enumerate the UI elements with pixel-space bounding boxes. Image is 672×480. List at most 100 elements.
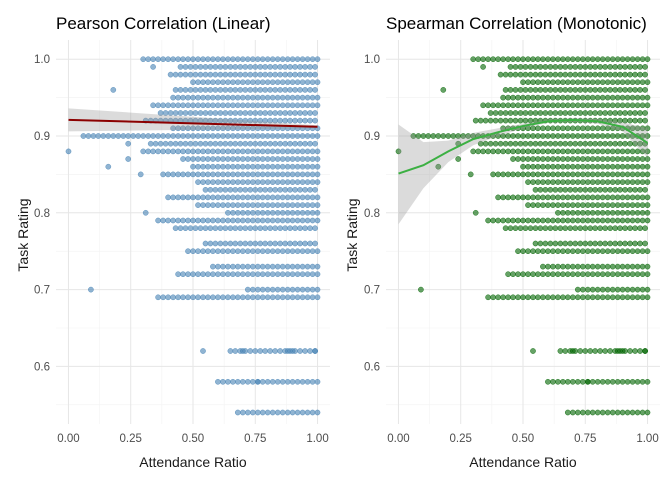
pearson-point-557	[135, 133, 142, 139]
pearson-point-397	[195, 171, 201, 178]
spearman-point-815	[522, 71, 529, 78]
spearman-point-159	[535, 248, 541, 255]
pearson-point-755	[172, 87, 179, 93]
spearman-point-218	[567, 225, 574, 232]
spearman-point-96	[609, 286, 616, 293]
pearson-point-344	[212, 186, 219, 193]
pearson-point-240	[185, 217, 191, 224]
spearman-point-169	[584, 248, 591, 255]
pearson-point-158	[200, 248, 206, 255]
spearman-point-504	[609, 148, 616, 155]
pearson-point-733	[210, 94, 216, 101]
pearson-point-101	[304, 286, 311, 293]
pearson-point-57	[160, 294, 166, 301]
pearson-point-224	[267, 225, 274, 232]
pearson-point-532	[247, 140, 254, 147]
pearson-point-739	[239, 94, 246, 101]
spearman-point-228	[617, 225, 623, 232]
spearman-point-195	[597, 240, 604, 247]
spearman-point-130	[634, 271, 641, 278]
spearman-point-726	[505, 94, 511, 101]
pearson-point-411	[264, 171, 271, 178]
pearson-point-434	[249, 163, 256, 170]
pearson-point-737	[230, 94, 236, 101]
pearson-point-148	[284, 263, 291, 270]
pearson-point-502	[269, 148, 276, 155]
pearson-point-477	[145, 148, 152, 155]
spearman-point-745	[599, 94, 606, 101]
spearman-point-875	[505, 56, 511, 63]
spearman-point-683	[607, 110, 614, 116]
spearman-point-823	[562, 71, 569, 78]
spearman-point-316	[520, 194, 526, 201]
spearman-point-15	[639, 409, 646, 416]
spearman-point-132	[644, 271, 651, 278]
pearson-point-71	[230, 294, 236, 301]
spearman-point-289	[540, 202, 546, 208]
spearman-point-458	[560, 156, 566, 162]
pearson-point-378	[259, 179, 266, 185]
spearman-point-67	[540, 294, 546, 301]
pearson-point-677	[247, 110, 254, 116]
spearman-y-tick-label: 0.8	[364, 208, 380, 220]
spearman-point-45	[592, 348, 599, 354]
pearson-point-127	[289, 271, 296, 278]
pearson-point-531	[242, 140, 249, 147]
spearman-point-632	[512, 117, 519, 124]
pearson-point-751	[299, 94, 306, 101]
spearman-point-431	[564, 163, 571, 170]
spearman-point-834	[617, 71, 623, 78]
pearson-point-568	[190, 133, 196, 139]
spearman-point-677	[577, 110, 584, 116]
spearman-point-199	[617, 240, 623, 247]
pearson-point-561	[155, 133, 161, 139]
spearman-point-866	[637, 64, 643, 70]
spearman-point-750	[624, 94, 631, 101]
pearson-point-762	[207, 87, 214, 93]
pearson-point-797	[254, 79, 261, 86]
spearman-point-554	[450, 133, 457, 139]
spearman-point-255	[589, 217, 596, 224]
spearman-point-717	[609, 102, 616, 109]
pearson-point-209	[192, 225, 199, 232]
pearson-point-330	[259, 194, 266, 201]
pearson-point-45	[262, 348, 269, 354]
pearson-point-878	[190, 56, 196, 63]
spearman-point-770	[577, 87, 584, 93]
pearson-point-241	[190, 217, 196, 224]
pearson-y-tick-label: 0.9	[34, 131, 50, 143]
spearman-point-567	[515, 133, 521, 139]
spearman-point-181	[644, 248, 651, 255]
spearman-point-753	[639, 94, 646, 101]
pearson-point-672	[222, 110, 229, 116]
spearman-point-459	[564, 156, 571, 162]
spearman-point-889	[574, 56, 581, 63]
pearson-trend-line	[68, 118, 318, 128]
pearson-point-593	[314, 133, 321, 139]
spearman-point-409	[584, 171, 591, 178]
pearson-point-375	[244, 179, 251, 185]
spearman-point-768	[567, 87, 574, 93]
spearman-point-843	[522, 64, 529, 70]
pearson-point-162	[220, 248, 226, 255]
spearman-point-286	[525, 202, 531, 208]
pearson-point-196	[272, 240, 279, 247]
spearman-point-864	[627, 64, 633, 70]
pearson-point-796	[249, 79, 256, 86]
spearman-point-805	[624, 79, 631, 86]
pearson-point-194	[262, 240, 269, 247]
spearman-point-425	[535, 163, 541, 170]
spearman-point-611	[584, 125, 591, 132]
spearman-point-796	[579, 79, 586, 86]
pearson-point-580	[249, 133, 256, 139]
spearman-point-763	[542, 87, 549, 93]
spearman-point-844	[527, 64, 534, 70]
spearman-point-242	[525, 217, 531, 224]
spearman-point-148	[614, 263, 621, 270]
pearson-point-294	[234, 202, 241, 208]
spearman-point-731	[530, 94, 536, 101]
pearson-point-278	[279, 209, 286, 216]
spearman-point-444	[629, 163, 636, 170]
pearson-point-166	[239, 248, 246, 255]
spearman-x-tick-label: 0.25	[450, 433, 472, 445]
